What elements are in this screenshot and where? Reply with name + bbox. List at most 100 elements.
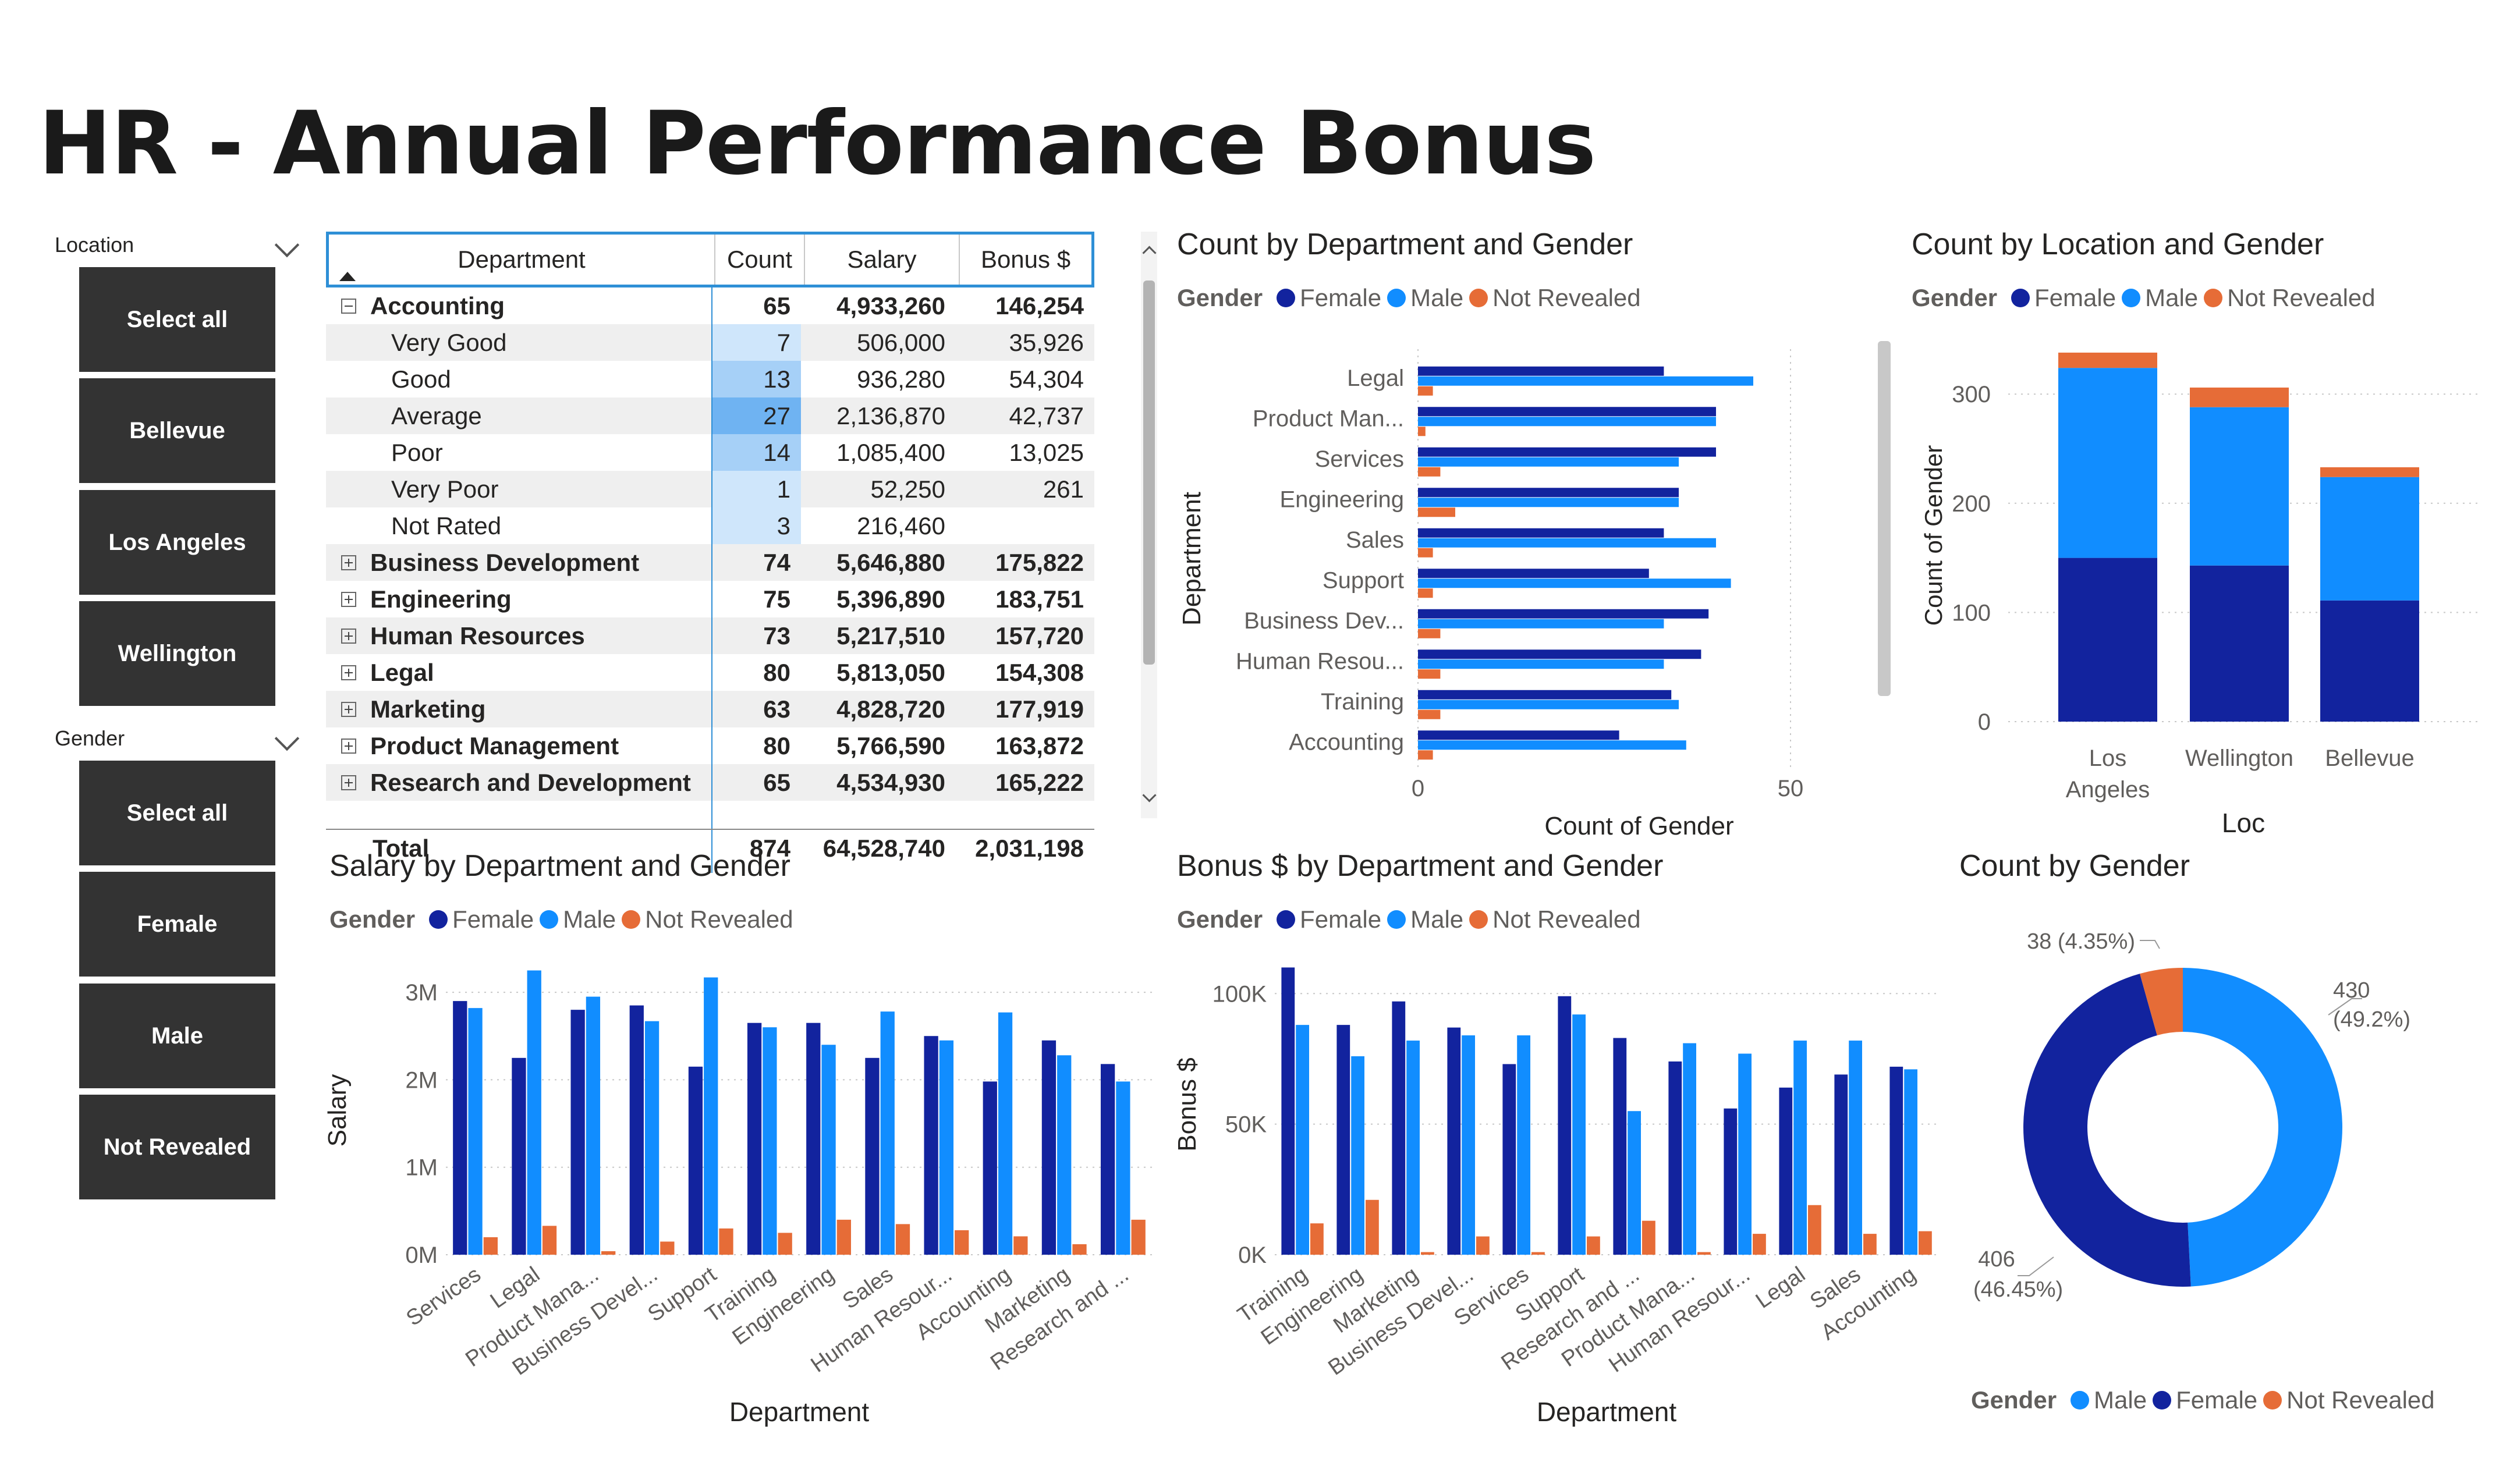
bar-not-revealed[interactable] (1919, 1231, 1932, 1255)
scroll-thumb[interactable] (1143, 281, 1155, 665)
bar-female[interactable] (1447, 1027, 1461, 1255)
bar-not-revealed[interactable] (955, 1230, 969, 1255)
expand-plus-icon[interactable] (341, 555, 356, 570)
matrix-rating-row[interactable]: Poor 14 1,085,400 13,025 (326, 434, 1094, 471)
expand-plus-icon[interactable] (341, 701, 356, 717)
matrix-department-row[interactable]: Accounting 65 4,933,260 146,254 (326, 287, 1094, 324)
bar-male[interactable] (1418, 700, 1679, 709)
bar-male[interactable] (1418, 498, 1679, 507)
bar-not-revealed[interactable] (1418, 588, 1433, 598)
expand-plus-icon[interactable] (341, 591, 356, 607)
legend-item-male[interactable]: Male (540, 906, 616, 933)
bar-not-revealed[interactable] (1863, 1234, 1877, 1255)
header-bonus[interactable]: Bonus $ (980, 246, 1071, 273)
bar-female[interactable] (1418, 447, 1716, 457)
bar-not-revealed[interactable] (1697, 1252, 1711, 1255)
bar-not-revealed[interactable] (1310, 1223, 1324, 1255)
bar-not-revealed[interactable] (778, 1233, 792, 1255)
bar-female[interactable] (1418, 609, 1709, 619)
bar-not-revealed[interactable] (719, 1228, 733, 1255)
bar-not-revealed[interactable] (1808, 1205, 1821, 1255)
bar-not-revealed[interactable] (1366, 1199, 1379, 1255)
bar-female[interactable] (983, 1081, 997, 1255)
gender-chevron-down-icon[interactable] (274, 726, 300, 751)
legend-item-not-revealed[interactable]: Not Revealed (622, 906, 793, 933)
legend-item-male[interactable]: Male (1387, 284, 1463, 312)
bar-not-revealed[interactable] (1418, 427, 1426, 436)
bar-female[interactable] (1502, 1064, 1516, 1255)
expand-plus-icon[interactable] (341, 665, 356, 680)
bar-female[interactable] (1418, 569, 1649, 578)
bar-not-revealed[interactable] (1418, 467, 1441, 477)
legend-item-not-revealed[interactable]: Not Revealed (1469, 906, 1641, 933)
stack-segment-not-revealed[interactable] (2058, 352, 2157, 368)
bar-not-revealed[interactable] (836, 1219, 851, 1255)
location-select-all-button[interactable]: Select all (79, 267, 275, 372)
bar-male[interactable] (1738, 1053, 1752, 1255)
legend-item-female[interactable]: Female (429, 906, 534, 933)
stack-segment-female[interactable] (2320, 600, 2419, 722)
bar-female[interactable] (1041, 1040, 1056, 1255)
bar-male[interactable] (1418, 578, 1731, 588)
donut-slice-not-revealed[interactable] (2140, 968, 2183, 1036)
matrix-rating-row[interactable]: Not Rated 3 216,460 (326, 507, 1094, 544)
bar-male[interactable] (1351, 1056, 1364, 1255)
matrix-rating-row[interactable]: Good 13 936,280 54,304 (326, 361, 1094, 397)
stack-segment-male[interactable] (2058, 368, 2157, 558)
stack-segment-not-revealed[interactable] (2320, 467, 2419, 477)
bar-male[interactable] (644, 1021, 660, 1255)
scroll-up-icon[interactable] (1142, 246, 1157, 260)
gender-not-revealed-button[interactable]: Not Revealed (79, 1095, 275, 1199)
bar-male[interactable] (1057, 1055, 1072, 1255)
bar-male[interactable] (1572, 1014, 1586, 1255)
bar-not-revealed[interactable] (1753, 1234, 1766, 1255)
bar-male[interactable] (468, 1008, 483, 1255)
bar-not-revealed[interactable] (660, 1241, 675, 1255)
bar-female[interactable] (512, 1057, 526, 1255)
legend-item-female[interactable]: Female (2153, 1386, 2257, 1414)
bar-male[interactable] (821, 1045, 836, 1255)
bar-male[interactable] (1517, 1035, 1530, 1255)
bar-male[interactable] (1406, 1041, 1420, 1255)
bar-male[interactable] (1418, 659, 1664, 669)
bar-male[interactable] (1116, 1081, 1130, 1255)
bar-male[interactable] (1793, 1041, 1807, 1255)
sort-ascending-icon[interactable] (339, 272, 356, 281)
header-department[interactable]: Department (329, 235, 714, 285)
chart-scroll-thumb[interactable] (1878, 341, 1891, 696)
matrix-department-row[interactable]: Research and Development 65 4,534,930 165,2… (326, 764, 1094, 801)
bar-female[interactable] (1834, 1074, 1848, 1255)
header-count[interactable]: Count (726, 246, 793, 273)
bar-not-revealed[interactable] (601, 1251, 616, 1255)
bar-female[interactable] (924, 1036, 938, 1255)
header-salary[interactable]: Salary (847, 246, 917, 273)
bar-female[interactable] (1558, 996, 1572, 1255)
bar-male[interactable] (586, 996, 601, 1255)
expand-plus-icon[interactable] (341, 738, 356, 754)
expand-plus-icon[interactable] (341, 628, 356, 644)
bar-not-revealed[interactable] (1531, 1252, 1545, 1255)
bar-male[interactable] (1418, 457, 1679, 467)
matrix-department-row[interactable]: Human Resources 73 5,217,510 157,720 (326, 617, 1094, 654)
bar-male[interactable] (1296, 1025, 1309, 1255)
bar-female[interactable] (1724, 1108, 1738, 1255)
gender-male-button[interactable]: Male (79, 984, 275, 1088)
bar-female[interactable] (1418, 407, 1716, 417)
bar-not-revealed[interactable] (1013, 1236, 1028, 1255)
bar-not-revealed[interactable] (1476, 1236, 1490, 1255)
bar-not-revealed[interactable] (1421, 1252, 1434, 1255)
stack-segment-male[interactable] (2320, 477, 2419, 601)
matrix-rating-row[interactable]: Very Good 7 506,000 35,926 (326, 324, 1094, 361)
bar-not-revealed[interactable] (1418, 386, 1433, 396)
bar-not-revealed[interactable] (895, 1224, 910, 1255)
legend-item-male[interactable]: Male (2071, 1386, 2147, 1414)
bar-female[interactable] (1281, 967, 1295, 1255)
matrix-scrollbar[interactable] (1141, 232, 1157, 818)
bar-not-revealed[interactable] (1418, 669, 1441, 679)
matrix-rating-row[interactable]: Average 27 2,136,870 42,737 (326, 397, 1094, 434)
matrix-department-row[interactable]: Marketing 63 4,828,720 177,919 (326, 691, 1094, 727)
bar-female[interactable] (865, 1057, 880, 1255)
expand-plus-icon[interactable] (341, 775, 356, 790)
matrix-department-row[interactable]: Business Development 74 5,646,880 175,822 (326, 544, 1094, 581)
bar-male[interactable] (1904, 1069, 1917, 1255)
